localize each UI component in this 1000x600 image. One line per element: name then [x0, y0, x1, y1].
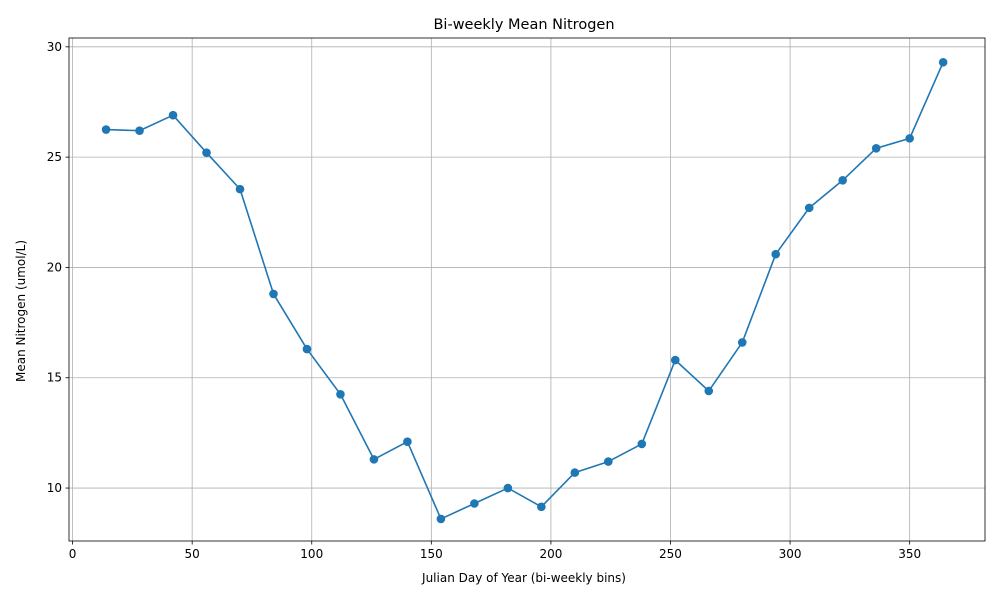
data-point	[503, 483, 513, 493]
data-point	[737, 338, 747, 347]
series-line	[106, 61, 944, 520]
data-point	[838, 175, 847, 185]
data-point	[369, 455, 379, 464]
data-point	[570, 468, 580, 477]
x-tick-label: 200	[539, 547, 562, 561]
x-tick-label: 0	[69, 547, 77, 561]
data-point	[336, 389, 345, 399]
data-point	[905, 134, 914, 143]
data-point	[235, 184, 245, 194]
data-point	[804, 203, 814, 213]
axes: 0 50 100 150 200 250 300 350 10 15 20 25 30	[47, 37, 986, 561]
data-point	[604, 457, 613, 466]
x-axis-label: Julian Day of Year (bi-weekly bins)	[421, 571, 626, 585]
data-point	[637, 439, 647, 449]
y-tick-label: 30	[47, 40, 62, 54]
x-tick-label: 300	[779, 547, 802, 561]
data-point	[871, 144, 881, 153]
data-point	[771, 249, 781, 259]
x-tick-label: 50	[185, 547, 200, 561]
data-point	[938, 57, 948, 67]
data-point	[436, 514, 446, 524]
y-tick-label: 15	[47, 371, 62, 385]
plot-frame	[68, 37, 986, 542]
data-point	[470, 499, 479, 508]
data-point	[101, 125, 111, 134]
data-point	[403, 437, 412, 447]
data-point	[269, 289, 278, 299]
x-tick-label: 100	[300, 547, 323, 561]
x-tick-label: 250	[659, 547, 682, 561]
series	[101, 57, 948, 524]
x-tick-label: 150	[420, 547, 443, 561]
data-point	[135, 126, 144, 135]
data-point	[302, 344, 312, 354]
y-tick-label: 10	[47, 481, 62, 495]
data-point	[202, 148, 211, 158]
gridlines	[69, 38, 985, 541]
y-tick-label: 20	[47, 260, 62, 274]
y-axis-label: Mean Nitrogen (umol/L)	[14, 240, 28, 382]
y-tick-label: 25	[47, 150, 62, 164]
data-point	[537, 502, 546, 512]
chart-title: Bi-weekly Mean Nitrogen	[433, 17, 614, 33]
data-point	[670, 355, 680, 365]
x-tick-label: 350	[898, 547, 921, 561]
data-point	[704, 386, 714, 396]
data-point	[168, 110, 178, 120]
